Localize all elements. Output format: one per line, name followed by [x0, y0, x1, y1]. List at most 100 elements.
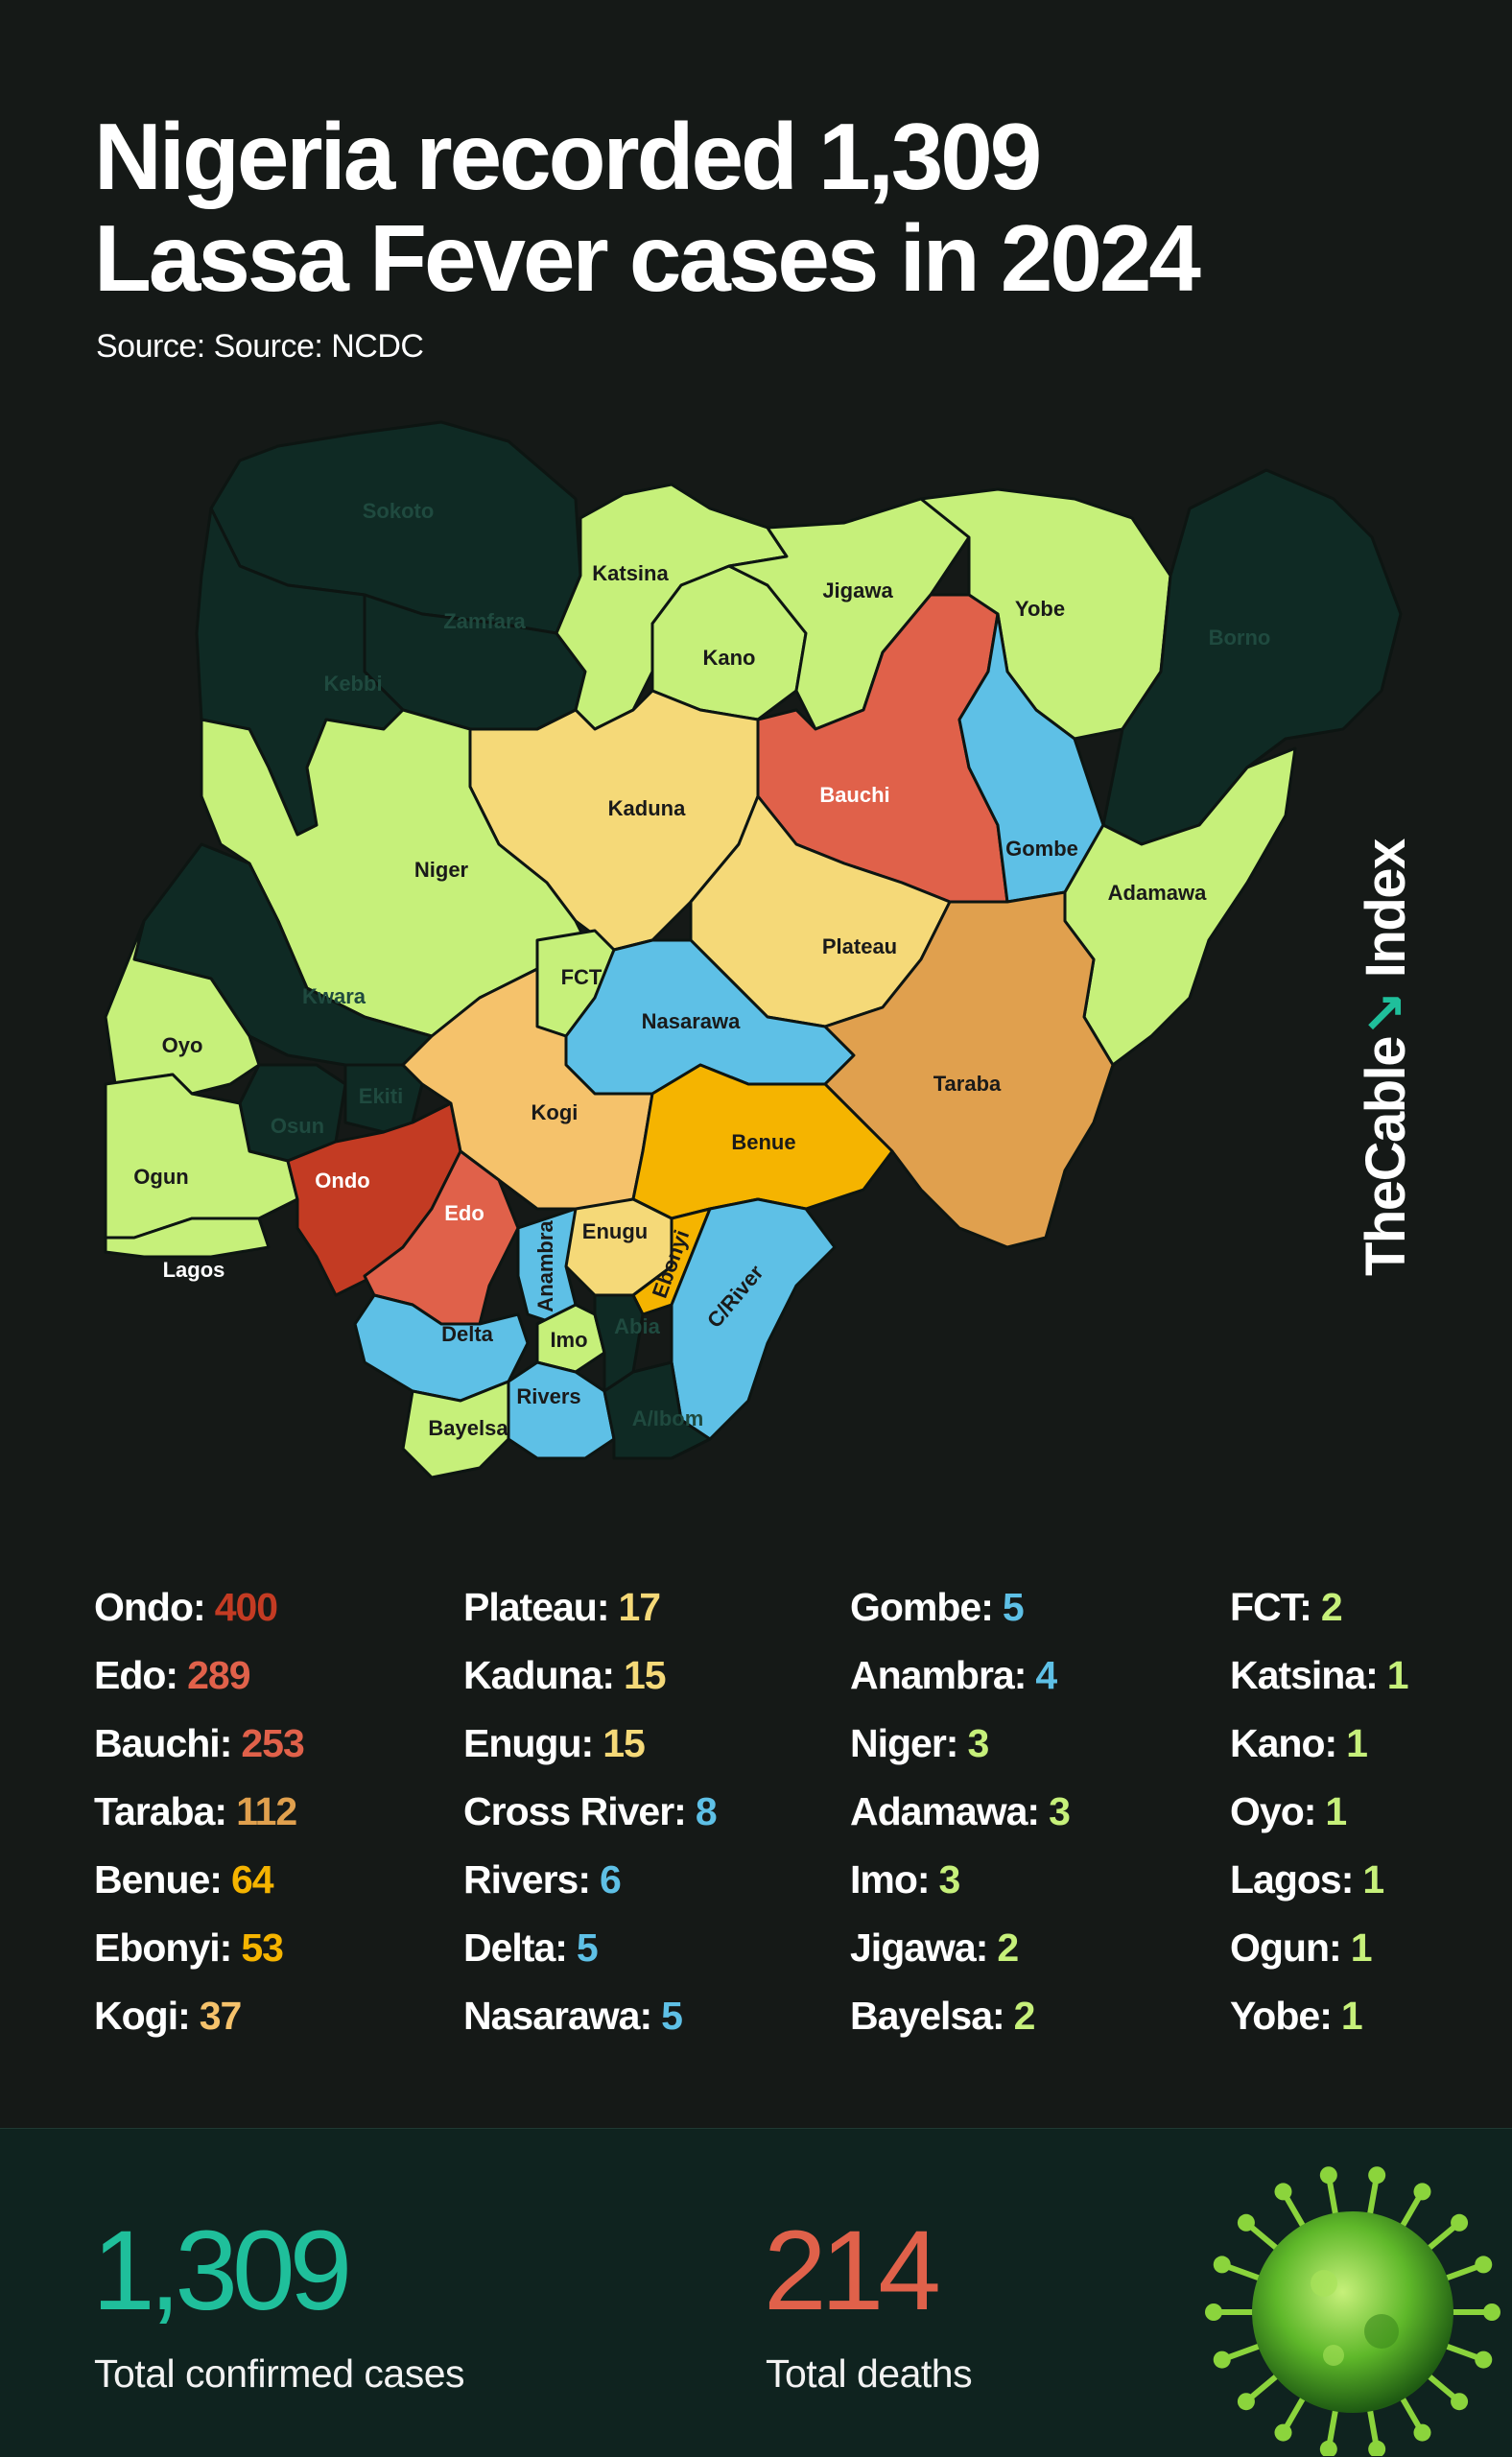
case-count: 6	[600, 1857, 622, 1902]
case-count: 3	[938, 1857, 961, 1902]
state-label-abia: Abia	[614, 1314, 660, 1338]
list-item: Gombe: 5	[850, 1573, 1070, 1642]
case-count: 15	[624, 1653, 667, 1697]
state-name: Plateau:	[463, 1585, 609, 1629]
state-name: Bauchi:	[94, 1721, 232, 1765]
state-label-a-ibom: A/Ibom	[632, 1406, 704, 1430]
cases-column: Plateau: 17 Kaduna: 15 Enugu: 15 Cross River: 8…	[463, 1573, 718, 2050]
case-count: 17	[618, 1585, 662, 1629]
case-count: 253	[241, 1721, 304, 1765]
state-label-delta: Delta	[441, 1322, 494, 1346]
state-name: Kano:	[1230, 1721, 1337, 1765]
total-cases-label: Total confirmed cases	[94, 2351, 465, 2396]
state-cross-river	[670, 1197, 837, 1441]
state-taraba	[823, 890, 1115, 1249]
state-label-imo: Imo	[550, 1328, 587, 1352]
state-name: FCT:	[1230, 1585, 1312, 1629]
case-count: 64	[230, 1857, 274, 1902]
state-name: Jigawa:	[850, 1925, 988, 1970]
state-label-gombe: Gombe	[1005, 837, 1078, 861]
state-name: Kaduna:	[463, 1653, 615, 1697]
title-line-2: Lassa Fever cases in 2024	[94, 205, 1201, 311]
virus-illustration	[1205, 2166, 1500, 2456]
state-label-rivers: Rivers	[516, 1384, 580, 1408]
list-item: Nasarawa: 5	[463, 1982, 717, 2050]
state-oyo	[104, 919, 261, 1096]
case-count: 112	[236, 1789, 297, 1833]
page-title: Nigeria recorded 1,309 Lassa Fever cases…	[94, 106, 1437, 309]
state-name: Yobe:	[1230, 1994, 1333, 2038]
state-name: Cross River:	[463, 1789, 687, 1833]
list-item: Bayelsa: 2	[850, 1982, 1070, 2050]
state-label-niger: Niger	[414, 858, 469, 882]
state-name: Anambra:	[850, 1653, 1027, 1697]
case-count: 8	[695, 1789, 718, 1833]
list-item: Katsina: 1	[1230, 1642, 1409, 1710]
list-item: Ogun: 1	[1230, 1914, 1408, 1982]
case-count: 1	[1362, 1857, 1384, 1902]
state-label-kwara: Kwara	[302, 984, 366, 1008]
state-name: Ebonyi:	[94, 1925, 232, 1970]
state-label-jigawa: Jigawa	[822, 579, 893, 602]
list-item: FCT: 2	[1230, 1573, 1408, 1642]
cases-by-state-list: Ondo: 400 Edo: 289 Bauchi: 253 Taraba: 112 Benue…	[0, 1573, 1512, 2053]
state-name: Oyo:	[1230, 1789, 1316, 1833]
list-item: Cross River: 8	[463, 1778, 718, 1846]
list-item: Rivers: 6	[463, 1846, 717, 1914]
state-label-ondo: Ondo	[315, 1169, 369, 1193]
case-count: 2	[1013, 1994, 1036, 2038]
case-count: 37	[199, 1994, 243, 2038]
cases-column: Ondo: 400 Edo: 289 Bauchi: 253 Taraba: 112 Benue…	[94, 1573, 305, 2050]
state-bayelsa	[401, 1380, 510, 1479]
state-label-fct: FCT	[561, 965, 602, 989]
list-item: Anambra: 4	[850, 1642, 1070, 1710]
list-item: Benue: 64	[94, 1846, 304, 1914]
brand-name: TheCable	[1355, 1036, 1417, 1276]
case-count: 15	[602, 1721, 646, 1765]
state-label-oyo: Oyo	[162, 1033, 203, 1057]
state-label-kaduna: Kaduna	[608, 796, 686, 820]
list-item: Oyo: 1	[1230, 1778, 1408, 1846]
state-label-osun: Osun	[271, 1114, 324, 1138]
state-name: Gombe:	[850, 1585, 994, 1629]
case-count: 2	[1320, 1585, 1343, 1629]
state-label-enugu: Enugu	[582, 1219, 648, 1243]
state-label-taraba: Taraba	[933, 1072, 1002, 1096]
case-count: 1	[1346, 1721, 1368, 1765]
state-name: Adamawa:	[850, 1789, 1040, 1833]
list-item: Edo: 289	[94, 1642, 304, 1710]
list-item: Enugu: 15	[463, 1710, 717, 1778]
case-count: 1	[1325, 1789, 1347, 1833]
state-label-zamfara: Zamfara	[443, 609, 526, 633]
state-label-bayelsa: Bayelsa	[428, 1416, 508, 1440]
list-item: Imo: 3	[850, 1846, 1070, 1914]
list-item: Jigawa: 2	[850, 1914, 1070, 1982]
state-name: Katsina:	[1230, 1653, 1379, 1697]
state-label-anambra: Anambra	[533, 1220, 557, 1312]
state-label-nasarawa: Nasarawa	[642, 1009, 742, 1033]
state-label-bauchi: Bauchi	[819, 783, 889, 807]
title-line-1: Nigeria recorded 1,309	[94, 104, 1042, 209]
nigeria-map: Sokoto Zamfara Kebbi Borno Katsina Jigawa Yobe…	[104, 420, 1403, 1479]
case-count: 5	[1002, 1585, 1025, 1629]
cases-column: FCT: 2 Katsina: 1 Kano: 1 Oyo: 1 Lagos: 1 Ogun: 1 Yo…	[1230, 1573, 1409, 2050]
source-note: Source: Source: NCDC	[96, 328, 424, 365]
brand-suffix: Index	[1355, 839, 1417, 979]
state-name: Lagos:	[1230, 1857, 1354, 1902]
state-name: Benue:	[94, 1857, 223, 1902]
case-count: 289	[187, 1653, 250, 1697]
list-item: Delta: 5	[463, 1914, 717, 1982]
state-name: Delta:	[463, 1925, 568, 1970]
list-item: Kaduna: 15	[463, 1642, 717, 1710]
case-count: 3	[967, 1721, 989, 1765]
list-item: Taraba: 112	[94, 1778, 304, 1846]
state-akwa-ibom	[602, 1360, 712, 1460]
case-count: 2	[997, 1925, 1019, 1970]
state-label-borno: Borno	[1209, 626, 1271, 650]
state-label-sokoto: Sokoto	[363, 499, 435, 523]
state-label-lagos: Lagos	[163, 1258, 225, 1282]
total-deaths-value: 214	[764, 2208, 941, 2334]
state-label-edo: Edo	[444, 1201, 484, 1225]
list-item: Lagos: 1	[1230, 1846, 1408, 1914]
case-count: 5	[576, 1925, 599, 1970]
